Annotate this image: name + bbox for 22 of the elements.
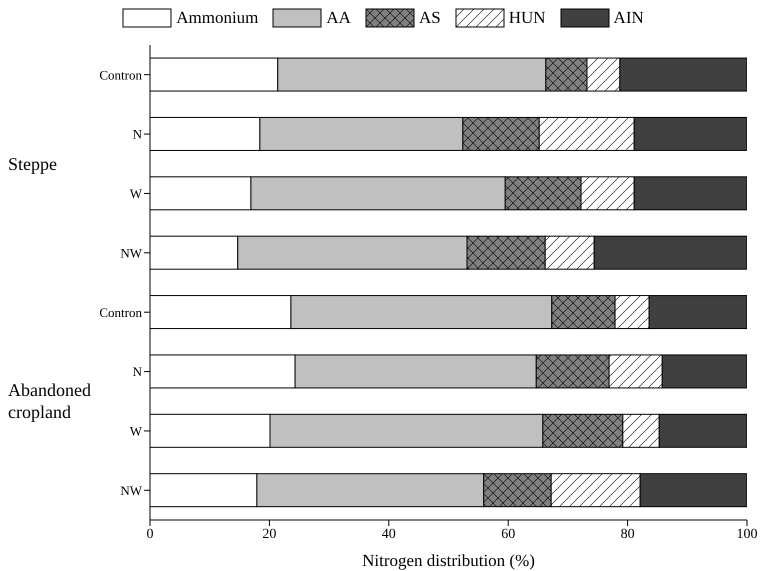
- x-tick-label: 20: [262, 526, 276, 542]
- x-tick-label: 0: [146, 526, 154, 542]
- legend-label: AA: [326, 8, 351, 28]
- x-tick-label: 100: [736, 526, 758, 542]
- x-tick-label: 80: [620, 526, 635, 542]
- y-tick-label: NW: [120, 245, 143, 260]
- legend-label: Ammonium: [176, 8, 258, 28]
- x-axis-title: Nitrogen distribution (%): [362, 551, 535, 570]
- legend-label: AS: [418, 8, 441, 28]
- y-tick-label: NW: [120, 482, 143, 498]
- y-tick-label: W: [130, 186, 143, 202]
- y-tick-label: Contron: [99, 67, 142, 82]
- y-tick-label: N: [132, 364, 143, 380]
- x-tick-label: 60: [501, 526, 516, 542]
- y-tick-label: W: [130, 424, 143, 439]
- y-tick-label: Contron: [99, 304, 142, 320]
- legend-label: HUN: [508, 8, 546, 28]
- text: Steppe: [8, 152, 58, 176]
- text: Abandoned cropland: [8, 380, 92, 422]
- legend-label: AIN: [614, 8, 644, 28]
- x-tick-label: 40: [382, 526, 396, 542]
- y-tick-label: N: [132, 126, 143, 142]
